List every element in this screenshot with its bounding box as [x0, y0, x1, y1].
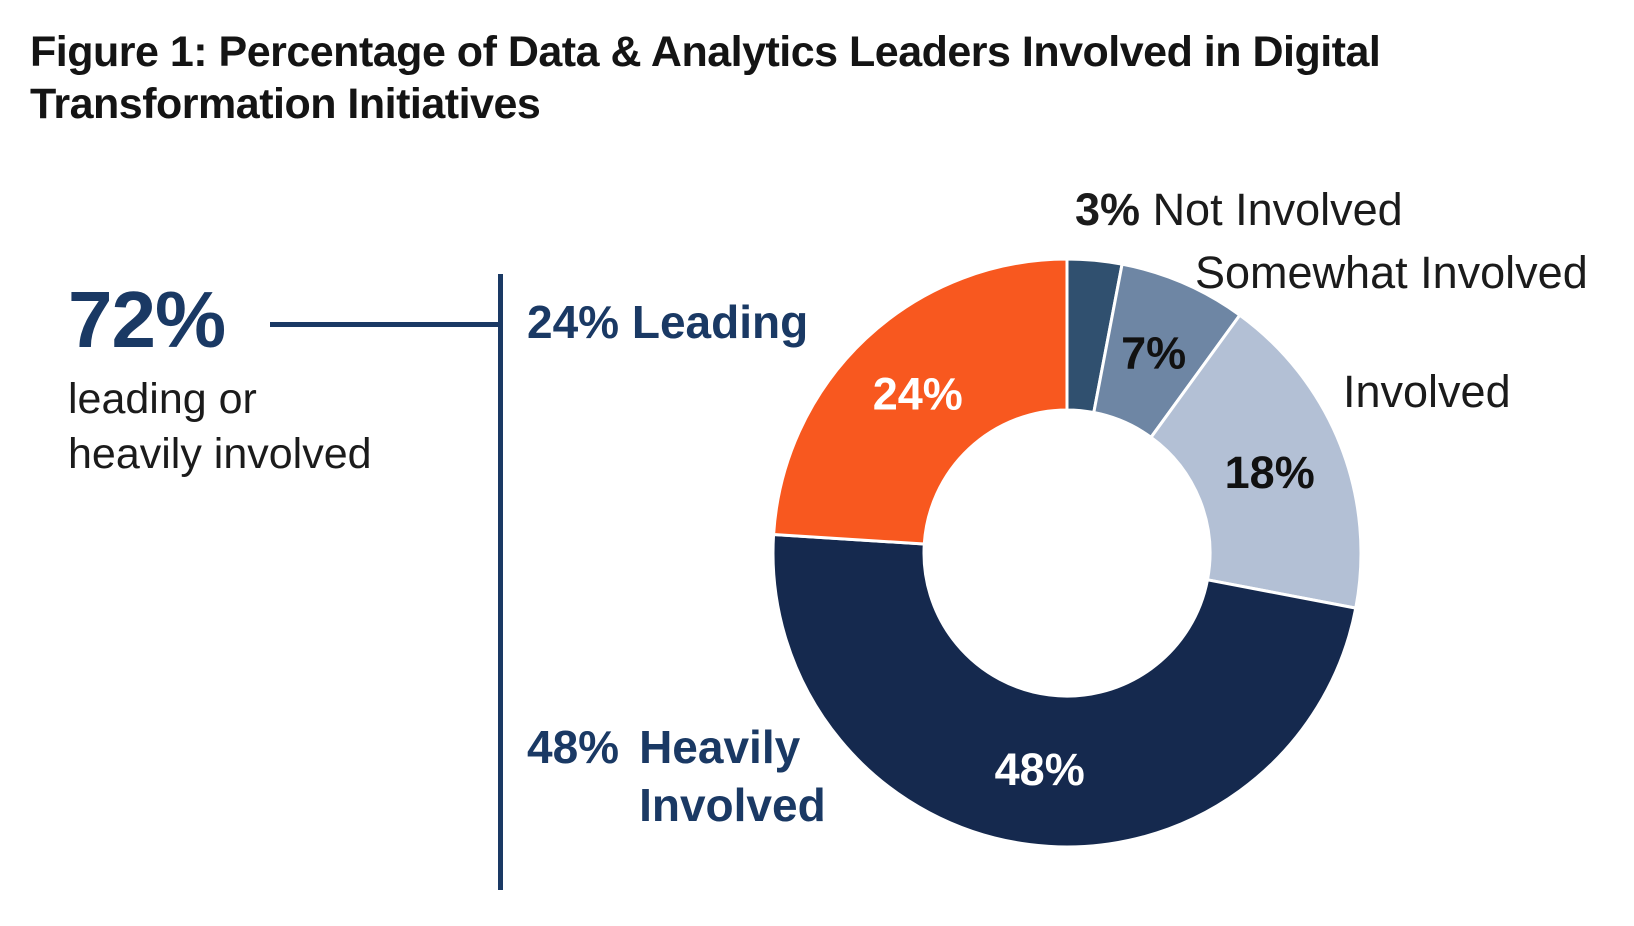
callout-not-involved: 3% Not Involved	[1075, 185, 1403, 235]
figure-title-line1: Figure 1: Percentage of Data & Analytics…	[30, 28, 1381, 76]
summary-value: 72%	[68, 275, 226, 364]
summary-caption: leading or heavily involved	[68, 372, 372, 482]
callout-involved: Involved	[1343, 366, 1511, 417]
figure-title-line2: Transformation Initiatives	[30, 80, 541, 128]
callout-heavily-label: Heavily Involved	[639, 718, 826, 834]
summary-caption-line1: leading or	[68, 375, 257, 423]
callout-heavily-involved: 48% Heavily Involved	[527, 718, 826, 834]
donut-inner-label-somewhat-involved: 7%	[1121, 327, 1186, 378]
figure-title: Figure 1: Percentage of Data & Analytics…	[30, 26, 1550, 130]
callout-heavily-label-line2: Involved	[639, 779, 826, 831]
donut-segment-involved	[1149, 313, 1363, 610]
callout-heavily-label-line1: Heavily	[639, 721, 801, 773]
callout-leading: 24% Leading	[527, 296, 809, 348]
donut-segment-heavily-involved	[771, 533, 1358, 849]
callout-not-involved-label: Not Involved	[1152, 184, 1403, 235]
summary-caption-line2: heavily involved	[68, 430, 372, 478]
bracket-vertical-line	[498, 274, 503, 890]
donut-inner-label-heavily-involved: 48%	[995, 744, 1085, 795]
donut-inner-label-involved: 18%	[1225, 447, 1315, 498]
callout-somewhat-involved: Somewhat Involved	[1195, 247, 1588, 298]
donut-segment-leading	[772, 257, 1069, 546]
donut-inner-label-leading: 24%	[873, 369, 963, 420]
bracket-horizontal-line	[270, 322, 499, 327]
callout-not-involved-value: 3%	[1075, 184, 1141, 235]
callout-heavily-value: 48%	[527, 721, 620, 773]
